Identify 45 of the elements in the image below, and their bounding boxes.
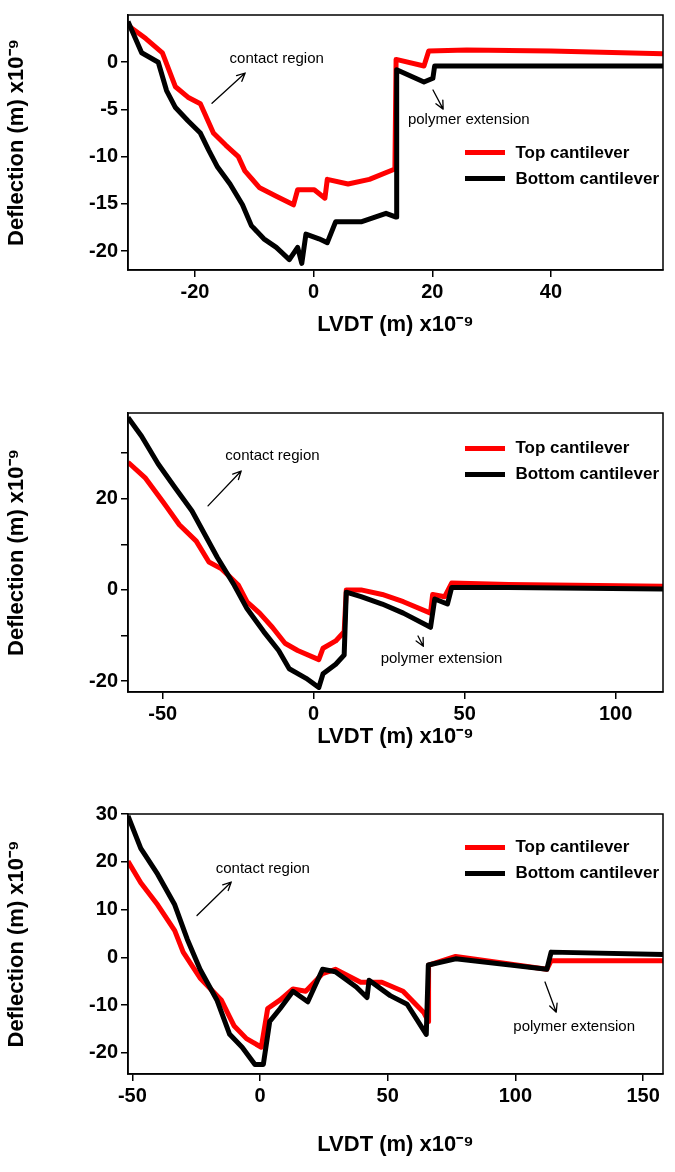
x-tick-label: 100 <box>498 1083 533 1106</box>
y-tick-label: -15 <box>89 191 118 214</box>
x-tick-label: 50 <box>376 1083 399 1106</box>
x-tick-label: 50 <box>453 701 476 724</box>
y-tick-label: 20 <box>95 486 118 509</box>
x-axis-title: LVDT (m) x10⁻⁹ <box>317 722 474 748</box>
y-tick-label: -10 <box>89 992 118 1015</box>
legend-label: Bottom cantilever <box>515 168 659 189</box>
legend-label: Bottom cantilever <box>515 863 659 884</box>
y-tick-label: -20 <box>89 668 118 691</box>
x-tick-label: 20 <box>421 279 444 302</box>
y-axis-title: Deflection (m) x10⁻⁹ <box>3 39 29 246</box>
x-tick-label: 100 <box>598 701 633 724</box>
x-tick-label: 0 <box>308 279 320 302</box>
y-axis-title: Deflection (m) x10⁻⁹ <box>3 449 29 656</box>
y-tick-label: 0 <box>106 577 118 600</box>
legend-label: Top cantilever <box>515 837 630 858</box>
y-tick-label: 10 <box>95 897 118 920</box>
y-tick-label: 20 <box>95 849 118 872</box>
x-tick-label: -50 <box>148 701 178 724</box>
y-tick-label: -5 <box>100 96 118 119</box>
annotation: polymer extension <box>513 1016 636 1034</box>
annotation: contact region <box>229 48 324 66</box>
x-tick-label: -50 <box>117 1083 147 1106</box>
x-tick-label: -20 <box>180 279 210 302</box>
y-tick-label: -10 <box>89 144 118 167</box>
y-tick-label: 0 <box>106 49 118 72</box>
x-axis-title: LVDT (m) x10⁻⁹ <box>317 1130 474 1156</box>
annotation: polymer extension <box>407 109 530 127</box>
annotation: contact region <box>215 859 310 876</box>
y-tick-label: 0 <box>106 944 118 967</box>
x-tick-label: 40 <box>539 279 563 302</box>
annotation: polymer extension <box>380 648 503 666</box>
y-tick-label: 30 <box>95 801 118 824</box>
legend-label: Top cantilever <box>515 438 630 459</box>
legend-label: Bottom cantilever <box>515 464 659 485</box>
y-tick-label: -20 <box>89 238 118 261</box>
x-axis-title: LVDT (m) x10⁻⁹ <box>317 310 474 336</box>
annotation: contact region <box>225 446 320 464</box>
x-tick-label: 0 <box>254 1083 266 1106</box>
y-tick-label: -20 <box>89 1040 118 1063</box>
legend-label: Top cantilever <box>515 142 630 163</box>
y-axis-title: Deflection (m) x10⁻⁹ <box>3 840 29 1048</box>
x-tick-label: 0 <box>308 701 320 724</box>
x-tick-label: 150 <box>626 1083 660 1106</box>
